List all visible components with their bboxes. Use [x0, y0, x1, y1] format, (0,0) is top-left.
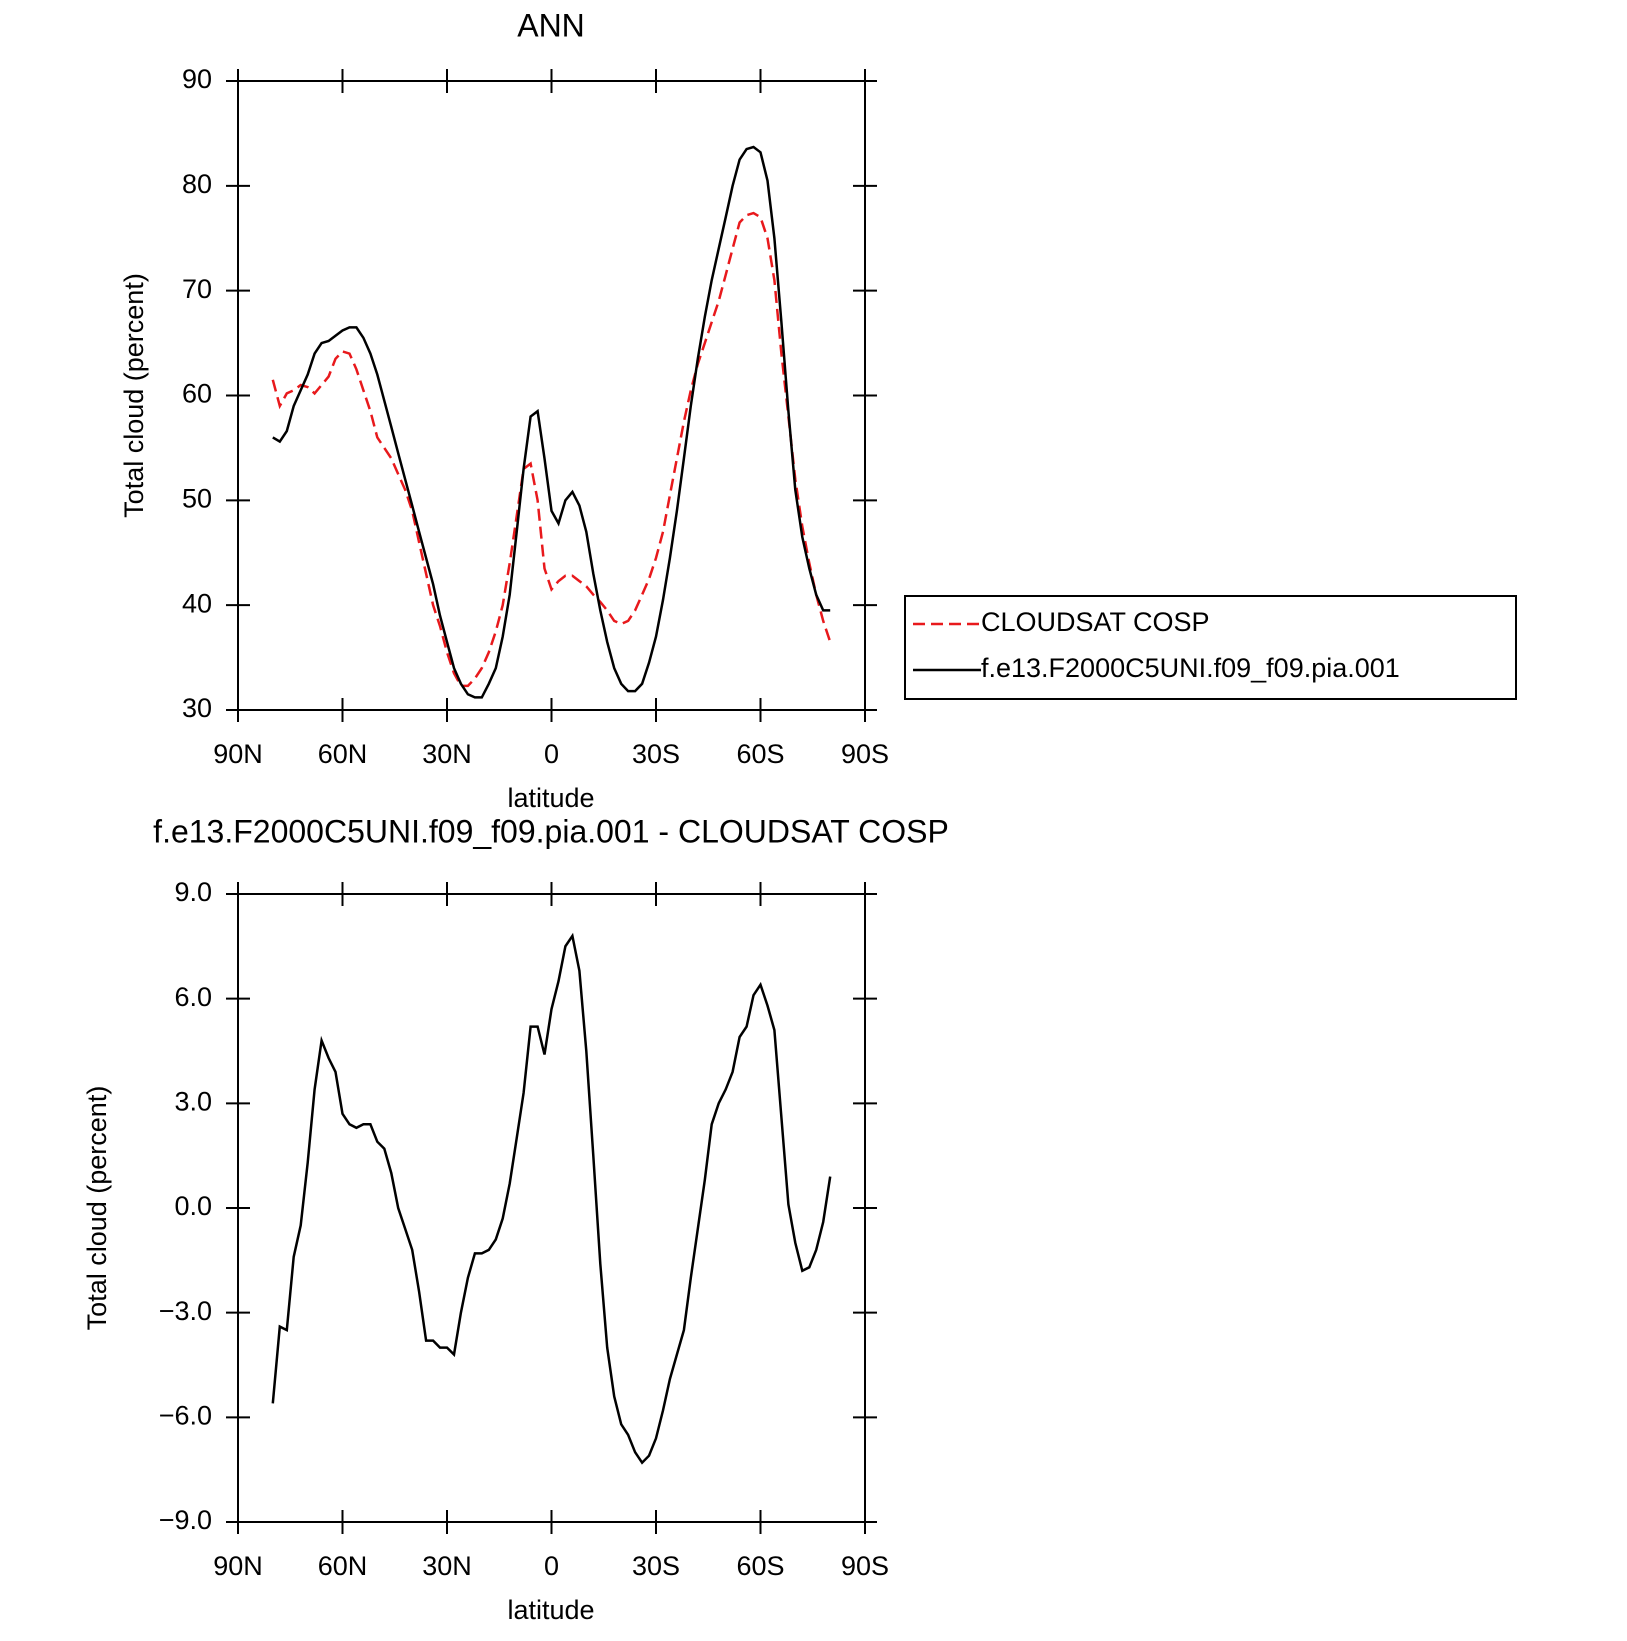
x-tick-label: 90S [841, 1551, 889, 1581]
x-tick-label: 60S [736, 739, 784, 769]
y-tick-label: 6.0 [174, 982, 212, 1012]
y-tick-label: 50 [182, 483, 212, 513]
y-tick-label: −9.0 [159, 1505, 212, 1535]
y-tick-label: 70 [182, 274, 212, 304]
x-tick-label: 90N [213, 739, 263, 769]
x-tick-label: 30S [632, 739, 680, 769]
x-axis-label: latitude [507, 1595, 594, 1625]
x-tick-label: 60N [318, 1551, 368, 1581]
y-tick-label: −3.0 [159, 1296, 212, 1326]
data-line [271, 932, 832, 1465]
x-tick-label: 60N [318, 739, 368, 769]
plot-frame [237, 893, 866, 1523]
data-line [271, 211, 832, 688]
y-tick-label: 9.0 [174, 877, 212, 907]
x-tick-label: 0 [544, 739, 559, 769]
y-tick-label: 40 [182, 588, 212, 618]
y-tick-label: 30 [182, 693, 212, 723]
x-tick-label: 60S [736, 1551, 784, 1581]
y-axis-label: Total cloud (percent) [119, 273, 149, 518]
y-tick-label: 90 [182, 64, 212, 94]
y-tick-label: 80 [182, 169, 212, 199]
y-tick-label: 3.0 [174, 1086, 212, 1116]
y-axis-label: Total cloud (percent) [82, 1086, 112, 1331]
chart-title: f.e13.F2000C5UNI.f09_f09.pia.001 - CLOUD… [153, 813, 949, 849]
legend-box [904, 595, 1517, 700]
legend-label: f.e13.F2000C5UNI.f09_f09.pia.001 [981, 653, 1400, 683]
data-line [272, 145, 831, 699]
plot-frame [237, 80, 866, 711]
y-tick-label: 60 [182, 379, 212, 409]
y-tick-label: −6.0 [159, 1400, 212, 1430]
y-tick-label: 0.0 [174, 1191, 212, 1221]
x-tick-label: 90N [213, 1551, 263, 1581]
x-tick-label: 30N [422, 739, 472, 769]
x-tick-label: 30N [422, 1551, 472, 1581]
x-axis-label: latitude [507, 783, 594, 813]
x-tick-label: 0 [544, 1551, 559, 1581]
x-tick-label: 30S [632, 1551, 680, 1581]
chart-title: ANN [517, 7, 585, 43]
x-tick-label: 90S [841, 739, 889, 769]
legend-label: CLOUDSAT COSP [981, 607, 1210, 637]
